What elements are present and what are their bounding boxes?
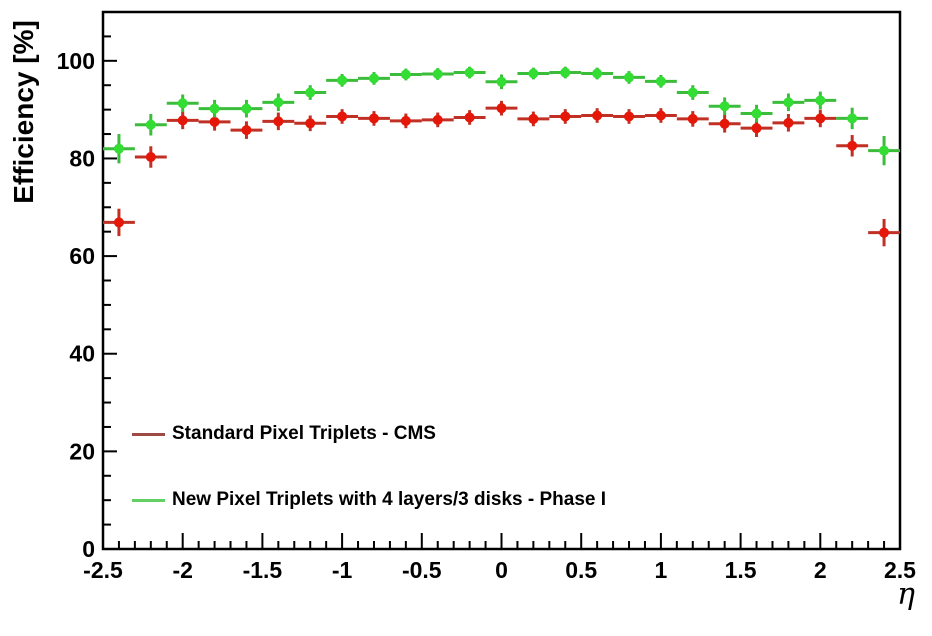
x-tick-label: -1.5 (243, 557, 283, 583)
new-pixel-triplets-phase1-marker (879, 145, 890, 156)
new-pixel-triplets-phase1-marker (528, 68, 539, 79)
plot-frame (101, 10, 902, 551)
new-pixel-triplets-phase1-marker (273, 97, 284, 108)
x-tick-label: 1.5 (725, 557, 757, 583)
new-pixel-triplets-phase1-marker (113, 143, 124, 154)
y-tick-label: 60 (69, 243, 95, 269)
y-tick-label: 0 (82, 536, 95, 562)
new-pixel-triplets-phase1-marker (815, 95, 826, 106)
new-pixel-triplets-phase1-marker (847, 113, 858, 124)
legend-item-standard-triplets: Standard Pixel Triplets - CMS (132, 422, 436, 446)
x-tick-label: -0.5 (402, 557, 442, 583)
standard-pixel-triplets-cms-marker (368, 113, 379, 124)
standard-pixel-triplets-cms-marker (687, 113, 698, 124)
x-tick-label: 2.5 (884, 557, 916, 583)
x-tick-label: 1 (655, 557, 668, 583)
x-tick-label: 0 (495, 557, 508, 583)
standard-pixel-triplets-cms-marker (145, 151, 156, 162)
standard-pixel-triplets-cms-marker (719, 118, 730, 129)
new-pixel-triplets-phase1-marker (177, 98, 188, 109)
y-tick-label: 20 (69, 438, 95, 464)
legend-line-sample-red (132, 432, 165, 436)
new-pixel-triplets-phase1-marker (305, 87, 316, 98)
new-pixel-triplets-phase1-marker (145, 119, 156, 130)
new-pixel-triplets-phase1-marker (560, 67, 571, 78)
standard-pixel-triplets-cms-marker (305, 118, 316, 129)
new-pixel-triplets-phase1-marker (655, 76, 666, 87)
new-pixel-triplets-phase1-marker (432, 68, 443, 79)
legend-line-sample-green (132, 498, 165, 502)
new-pixel-triplets-phase1-marker (624, 72, 635, 83)
new-pixel-triplets-phase1-marker (496, 76, 507, 87)
new-pixel-triplets-phase1-marker (464, 67, 475, 78)
x-tick-label: -2.5 (83, 557, 123, 583)
standard-pixel-triplets-cms-marker (496, 103, 507, 114)
standard-pixel-triplets-cms-marker (655, 110, 666, 121)
new-pixel-triplets-phase1-marker (368, 73, 379, 84)
new-pixel-triplets-phase1-marker (400, 69, 411, 80)
new-pixel-triplets-phase1-marker (751, 108, 762, 119)
standard-pixel-triplets-cms-marker (815, 113, 826, 124)
standard-pixel-triplets-cms-marker (241, 125, 252, 136)
standard-pixel-triplets-cms-marker (273, 116, 284, 127)
standard-pixel-triplets-cms-marker (751, 123, 762, 134)
standard-pixel-triplets-cms-marker (337, 111, 348, 122)
new-pixel-triplets-phase1-marker (337, 75, 348, 86)
y-tick-label: 100 (57, 48, 95, 74)
legend-item-new-triplets: New Pixel Triplets with 4 layers/3 disks… (132, 488, 606, 512)
new-pixel-triplets-phase1-marker (719, 101, 730, 112)
standard-pixel-triplets-cms-marker (528, 113, 539, 124)
new-pixel-triplets-phase1-marker (241, 103, 252, 114)
standard-pixel-triplets-cms-marker (209, 116, 220, 127)
x-axis-title-eta: η (897, 577, 915, 612)
standard-pixel-triplets-cms-marker (783, 117, 794, 128)
standard-pixel-triplets-cms-marker (464, 112, 475, 123)
standard-pixel-triplets-cms-marker (113, 217, 124, 228)
y-axis-title: Efficiency [%] (8, 20, 39, 204)
x-tick-label: -1 (332, 557, 353, 583)
standard-pixel-triplets-cms-marker (432, 114, 443, 125)
y-tick-label: 80 (69, 145, 95, 171)
standard-pixel-triplets-cms-marker (847, 140, 858, 151)
standard-pixel-triplets-cms-marker (592, 110, 603, 121)
standard-pixel-triplets-cms-marker (879, 227, 890, 238)
legend-item-label: New Pixel Triplets with 4 layers/3 disks… (172, 489, 607, 510)
standard-pixel-triplets-cms-marker (560, 111, 571, 122)
new-pixel-triplets-phase1-marker (783, 97, 794, 108)
y-tick-label: 40 (69, 341, 95, 367)
new-pixel-triplets-phase1-marker (592, 68, 603, 79)
standard-pixel-triplets-cms-marker (177, 115, 188, 126)
x-tick-label: -2 (172, 557, 192, 583)
x-tick-label: 0.5 (565, 557, 597, 583)
standard-pixel-triplets-cms-marker (400, 115, 411, 126)
x-tick-label: 2 (814, 557, 827, 583)
legend-item-label: Standard Pixel Triplets - CMS (172, 423, 436, 444)
new-pixel-triplets-phase1-marker (209, 103, 220, 114)
standard-pixel-triplets-cms-marker (624, 111, 635, 122)
new-pixel-triplets-phase1-marker (687, 87, 698, 98)
